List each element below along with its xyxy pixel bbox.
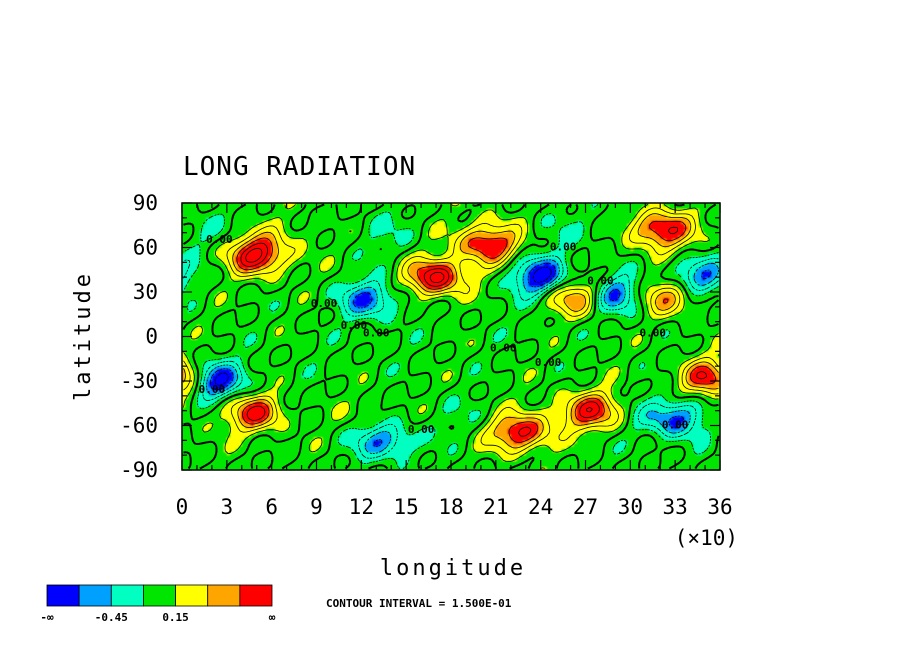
- x-tick-label: 3: [221, 495, 234, 519]
- contour-level-line: [183, 204, 719, 469]
- y-tick-label: -30: [120, 369, 158, 393]
- y-tick-label: 60: [133, 236, 158, 260]
- y-tick-label: 90: [133, 191, 158, 215]
- x-tick-label: 9: [310, 495, 323, 519]
- y-tick-label: 0: [145, 325, 158, 349]
- contour-label: 0.00: [490, 341, 517, 354]
- colorbar-label: 0.15: [162, 611, 189, 624]
- x-tick-label: 24: [528, 495, 553, 519]
- contour-label: 0.00: [640, 327, 667, 340]
- x-tick-label: 0: [176, 495, 189, 519]
- x-axis-ticks: [181, 203, 721, 470]
- contour-level-line: [206, 259, 719, 454]
- colorbar-swatch: [207, 584, 241, 607]
- contour-lines: [182, 203, 720, 470]
- x-tick-label: 33: [663, 495, 688, 519]
- contour-level-line: [183, 213, 719, 449]
- chart-title: LONG RADIATION: [183, 152, 416, 182]
- colorbar-swatch: [143, 584, 176, 607]
- x-tick-label: 18: [438, 495, 463, 519]
- contour-label: 0.00: [363, 327, 390, 340]
- y-axis-ticks: [182, 202, 720, 471]
- contour-label: 0.00: [662, 418, 689, 431]
- x-axis-label: longitude: [380, 556, 526, 581]
- contour-label: 0.00: [199, 383, 226, 396]
- y-tick-label: 30: [133, 280, 158, 304]
- colorbar-label: ∞: [269, 611, 276, 624]
- x-tick-label: 27: [573, 495, 598, 519]
- x-tick-label: 21: [483, 495, 508, 519]
- x-tick-label: 15: [394, 495, 419, 519]
- colorbar: [46, 584, 273, 607]
- y-tick-labels: 90 60 30 0 -30 -60 -90: [120, 191, 158, 482]
- contour-interval-note: CONTOUR INTERVAL = 1.500E-01: [326, 597, 512, 610]
- colorbar-swatch: [46, 584, 80, 607]
- colorbar-labels: -∞ -0.45 0.15 ∞: [40, 611, 275, 624]
- contour-level-line: [245, 247, 593, 413]
- colorbar-swatch: [239, 584, 273, 607]
- contour-labels: 0.000.000.000.000.000.000.000.000.000.00…: [199, 233, 689, 436]
- contour-label: 0.00: [408, 423, 435, 436]
- colorbar-swatch: [110, 584, 144, 607]
- contour-level-line: [240, 226, 708, 437]
- contour-label: 0.00: [535, 356, 562, 369]
- colorbar-swatch: [78, 584, 112, 607]
- contour-label: 0.00: [341, 319, 368, 332]
- x-axis-multiplier: (×10): [675, 526, 738, 550]
- colorbar-swatch: [175, 584, 209, 607]
- contour-level-line: [183, 255, 719, 459]
- contour-level-line: [214, 266, 552, 386]
- contour-label: 0.00: [311, 297, 338, 310]
- y-axis-label: latitude: [71, 271, 96, 401]
- contour-level-line: [236, 220, 717, 443]
- colorbar-label: -0.45: [95, 611, 128, 624]
- x-tick-labels: 0 3 6 9 12 15 18 21 24 27 30 33 36: [176, 495, 733, 519]
- colorbar-label: -∞: [40, 611, 54, 624]
- x-tick-label: 12: [349, 495, 374, 519]
- x-tick-label: 30: [618, 495, 643, 519]
- contour-label: 0.00: [206, 233, 233, 246]
- x-tick-label: 6: [265, 495, 278, 519]
- contour-level-line: [209, 262, 712, 447]
- y-tick-label: -60: [120, 414, 158, 438]
- contour-label: 0.00: [550, 240, 577, 253]
- contour-label: 0.00: [587, 275, 614, 288]
- contour-level-line: [183, 204, 719, 469]
- y-tick-label: -90: [120, 458, 158, 482]
- x-tick-label: 36: [707, 495, 732, 519]
- contour-level-line: [183, 207, 719, 455]
